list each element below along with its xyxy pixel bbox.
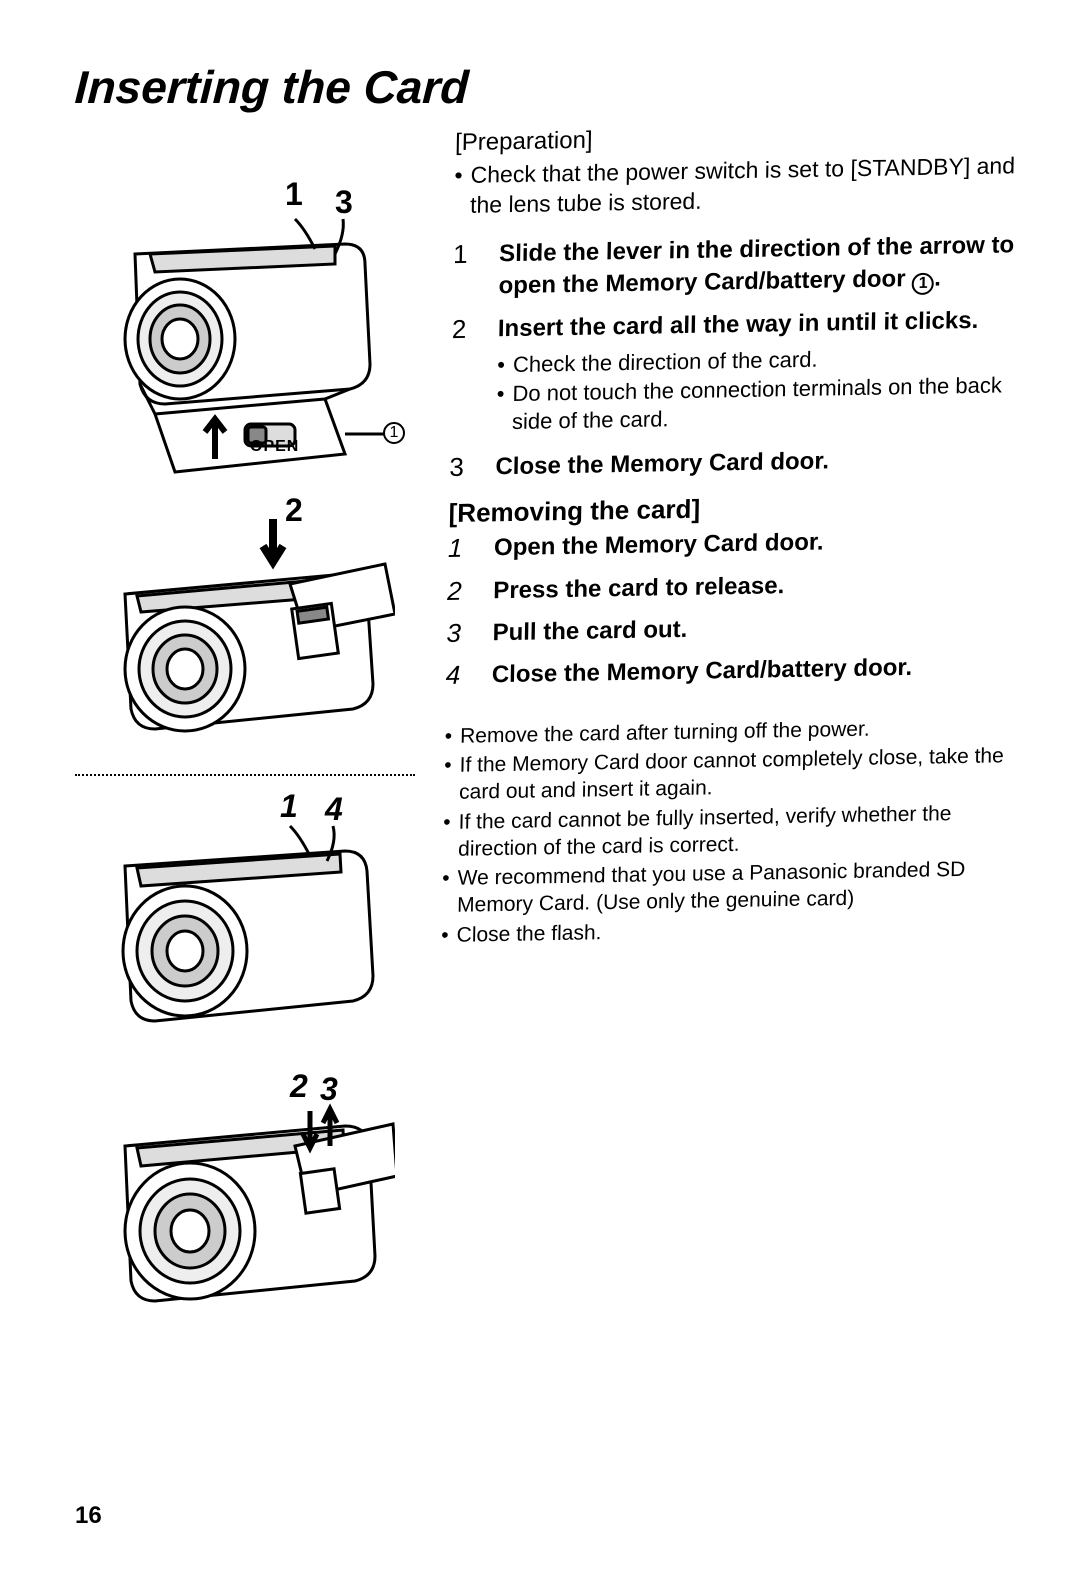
divider [75,774,415,776]
page-number: 16 [75,1502,102,1530]
camera-illustration-1 [95,194,395,484]
notes: •Remove the card after turning off the p… [441,713,1020,949]
illustration-2: 2 [95,514,395,744]
illustration-3: 1 4 [95,806,395,1046]
insert-step-2: 2 Insert the card all the way in until i… [452,304,1028,346]
insert-step-2-subs: •Check the direction of the card. •Do no… [496,342,1027,437]
illustrations-column: 1 3 [75,124,415,1326]
illustration-1: 1 3 [95,194,395,484]
removing-heading: [Removing the card] [448,488,1024,529]
camera-illustration-4 [95,1076,395,1326]
content: 1 3 [75,124,1020,1326]
removing-steps: 1Open the Memory Card door. 2Press the c… [446,523,1024,693]
page-title: Inserting the Card [74,60,1022,114]
instructions-column: [Preparation] • Check that the power swi… [434,119,1030,1331]
insert-step-3: 3 Close the Memory Card door. [449,442,1025,484]
preparation-bullet: • Check that the power switch is set to … [454,151,1030,221]
preparation-label: [Preparation] [455,119,1031,157]
insert-step-1: 1 Slide the lever in the direction of th… [452,229,1028,304]
camera-illustration-3 [95,806,395,1046]
illustration-4: 2 3 [95,1076,395,1326]
camera-illustration-2 [95,514,395,744]
